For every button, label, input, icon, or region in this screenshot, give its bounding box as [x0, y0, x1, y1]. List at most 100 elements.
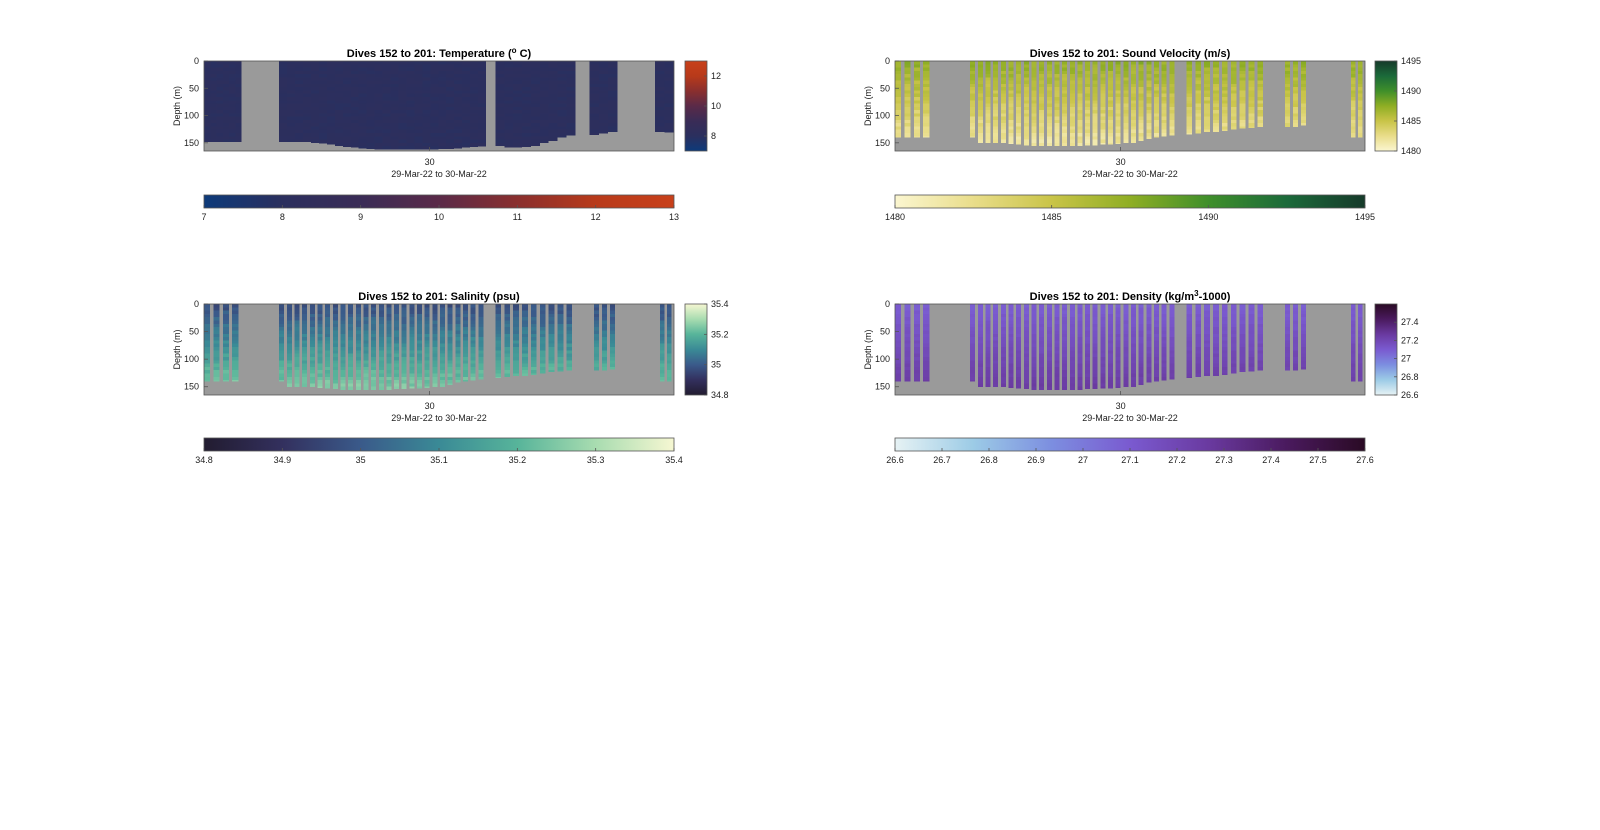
- heatmap-cell: [470, 366, 476, 371]
- heatmap-cell: [1039, 386, 1045, 390]
- heatmap-cell: [993, 356, 999, 361]
- heatmap-cell: [1221, 363, 1228, 368]
- heatmap-cell: [1146, 133, 1152, 137]
- heatmap-cell: [409, 307, 415, 311]
- heatmap-cell: [1077, 67, 1083, 72]
- heatmap-cell: [548, 90, 558, 95]
- heatmap-cell: [348, 350, 354, 354]
- heatmap-cell: [478, 110, 486, 114]
- heatmap-cell: [904, 340, 911, 344]
- heatmap-cell: [993, 347, 999, 351]
- heatmap-cell: [470, 146, 479, 147]
- heatmap-cell: [386, 304, 392, 308]
- heatmap-cell: [1123, 380, 1129, 384]
- heatmap-cell: [1092, 70, 1098, 75]
- heatmap-cell: [1100, 363, 1106, 368]
- heatmap-cell: [557, 90, 567, 95]
- heatmap-cell: [985, 363, 991, 368]
- heatmap-cell: [319, 136, 327, 140]
- heatmap-cell: [204, 116, 211, 121]
- heatmap-cell: [1092, 61, 1098, 65]
- heatmap-cell: [1046, 74, 1052, 78]
- heatmap-cell: [1115, 337, 1121, 341]
- heatmap-cell: [326, 70, 335, 75]
- heatmap-cell: [548, 133, 558, 137]
- heatmap-cell: [522, 129, 531, 134]
- heatmap-cell: [1008, 97, 1014, 101]
- heatmap-cell: [229, 110, 236, 114]
- heatmap-cell: [1248, 87, 1255, 91]
- heatmap-cell: [406, 106, 415, 111]
- heatmap-cell: [1008, 113, 1014, 117]
- heatmap-cell: [204, 90, 211, 95]
- heatmap-cell: [1146, 90, 1152, 95]
- heatmap-cell: [1154, 87, 1159, 91]
- heatmap-cell: [1221, 83, 1228, 88]
- heatmap-cell: [1358, 123, 1363, 127]
- heatmap-cell: [1008, 330, 1014, 335]
- heatmap-cell: [495, 106, 505, 111]
- heatmap-cell: [394, 320, 400, 325]
- heatmap-cell: [294, 363, 300, 368]
- heatmap-cell: [440, 307, 445, 311]
- heatmap-cell: [985, 70, 991, 75]
- heatmap-cell: [1221, 80, 1228, 85]
- heatmap-cell: [1285, 83, 1291, 88]
- heatmap-cell: [424, 307, 430, 311]
- heatmap-cell: [1292, 363, 1298, 368]
- heatmap-cell: [977, 139, 983, 144]
- heatmap-cell: [659, 320, 665, 325]
- heatmap-cell: [895, 304, 902, 308]
- heatmap-cell: [1195, 333, 1202, 338]
- heatmap-cell: [1350, 360, 1356, 364]
- heatmap-cell: [1069, 363, 1075, 368]
- heatmap-cell: [374, 61, 383, 65]
- heatmap-cell: [394, 330, 400, 335]
- heatmap-cell: [326, 110, 335, 114]
- heatmap-cell: [371, 366, 377, 371]
- heatmap-cell: [1161, 70, 1167, 75]
- heatmap-cell: [409, 386, 415, 389]
- heatmap-cell: [1350, 90, 1356, 95]
- heatmap-cell: [1161, 83, 1167, 88]
- heatmap-cell: [1069, 100, 1075, 104]
- heatmap-cell: [1300, 330, 1306, 335]
- heatmap-cell: [398, 119, 407, 124]
- heatmap-cell: [977, 64, 983, 68]
- heatmap-cell: [1100, 61, 1106, 65]
- heatmap-cell: [295, 83, 304, 88]
- heatmap-cell: [462, 136, 471, 140]
- heatmap-cell: [390, 113, 399, 117]
- heatmap-cell: [608, 123, 618, 127]
- heatmap-cell: [1069, 327, 1075, 331]
- heatmap-cell: [1221, 61, 1228, 65]
- heatmap-cell: [1221, 119, 1228, 124]
- heatmap-cell: [609, 353, 615, 358]
- heatmap-cell: [548, 126, 558, 131]
- heatmap-cell: [530, 313, 537, 318]
- heatmap-cell: [355, 304, 361, 308]
- heatmap-cell: [1031, 330, 1037, 335]
- heatmap-cell: [1031, 83, 1037, 88]
- heatmap-cell: [309, 333, 315, 338]
- heatmap-cell: [1195, 123, 1202, 127]
- heatmap-cell: [1115, 83, 1121, 88]
- heatmap-cell: [1169, 373, 1175, 378]
- heatmap-cell: [1358, 320, 1363, 325]
- heatmap-cell: [382, 119, 391, 124]
- heatmap-cell: [1138, 330, 1144, 335]
- heatmap-cell: [1292, 64, 1298, 68]
- heatmap-cell: [504, 87, 514, 91]
- heatmap-cell: [589, 126, 599, 131]
- heatmap-cell: [1115, 330, 1121, 335]
- heatmap-cell: [401, 376, 407, 381]
- heatmap-cell: [374, 83, 383, 88]
- heatmap-cell: [334, 142, 343, 146]
- heatmap-cell: [495, 320, 502, 325]
- heatmap-cell: [522, 93, 531, 98]
- heatmap-cell: [659, 347, 665, 351]
- heatmap-cell: [1146, 103, 1152, 108]
- heatmap-cell: [1131, 83, 1136, 88]
- heatmap-cell: [279, 106, 288, 111]
- heatmap-cell: [446, 90, 455, 95]
